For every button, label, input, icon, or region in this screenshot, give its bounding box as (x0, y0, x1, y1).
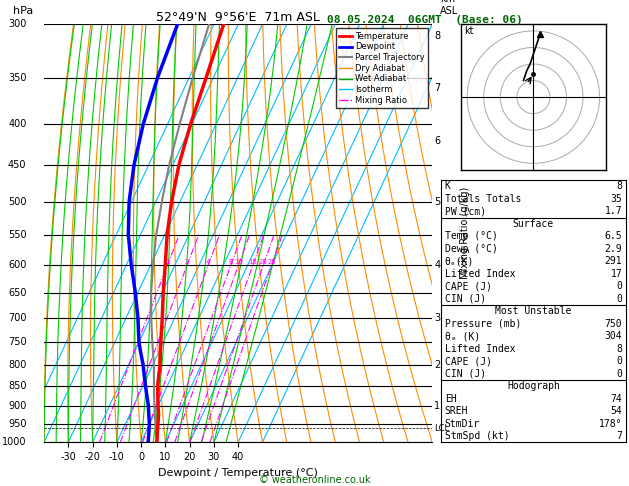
Legend: Temperature, Dewpoint, Parcel Trajectory, Dry Adiabat, Wet Adiabat, Isotherm, Mi: Temperature, Dewpoint, Parcel Trajectory… (336, 29, 428, 108)
Text: Mixing Ratio (g/kg): Mixing Ratio (g/kg) (460, 187, 469, 279)
Text: 178°: 178° (599, 418, 622, 429)
Text: Totals Totals: Totals Totals (445, 194, 521, 204)
Text: 4: 4 (206, 259, 211, 265)
Text: 7: 7 (434, 83, 440, 93)
Text: 400: 400 (8, 119, 26, 129)
Text: 1: 1 (434, 400, 440, 411)
Text: 6.5: 6.5 (604, 231, 622, 241)
X-axis label: Dewpoint / Temperature (°C): Dewpoint / Temperature (°C) (159, 468, 318, 478)
Text: 2: 2 (434, 360, 440, 370)
Text: PW (cm): PW (cm) (445, 207, 486, 216)
Text: 700: 700 (8, 313, 26, 324)
Text: kt: kt (464, 26, 474, 36)
Text: 15: 15 (248, 259, 257, 265)
Text: K: K (445, 181, 450, 191)
Text: Pressure (mb): Pressure (mb) (445, 319, 521, 329)
Text: LCL: LCL (434, 424, 449, 433)
Text: CAPE (J): CAPE (J) (445, 356, 492, 366)
Text: Lifted Index: Lifted Index (445, 344, 515, 354)
Text: 300: 300 (8, 19, 26, 29)
Text: 6: 6 (434, 136, 440, 146)
Text: 5: 5 (434, 197, 440, 207)
Text: 35: 35 (610, 194, 622, 204)
Text: 0: 0 (616, 356, 622, 366)
Text: 900: 900 (8, 400, 26, 411)
Text: © weatheronline.co.uk: © weatheronline.co.uk (259, 474, 370, 485)
Text: 4: 4 (434, 260, 440, 270)
Text: 850: 850 (8, 381, 26, 391)
Text: 17: 17 (610, 269, 622, 279)
Text: 600: 600 (8, 260, 26, 270)
Text: Surface: Surface (513, 219, 554, 229)
Title: 52°49'N  9°56'E  71m ASL: 52°49'N 9°56'E 71m ASL (156, 11, 320, 24)
Text: 291: 291 (604, 256, 622, 266)
Text: 0: 0 (616, 368, 622, 379)
Text: 7: 7 (616, 431, 622, 441)
Text: SREH: SREH (445, 406, 468, 416)
Text: 3: 3 (434, 313, 440, 324)
Text: 450: 450 (8, 160, 26, 170)
Text: CIN (J): CIN (J) (445, 294, 486, 304)
Text: 08.05.2024  06GMT  (Base: 06): 08.05.2024 06GMT (Base: 06) (326, 15, 523, 25)
Text: 25: 25 (267, 259, 276, 265)
Text: θₑ (K): θₑ (K) (445, 331, 480, 341)
Text: Dewp (°C): Dewp (°C) (445, 244, 498, 254)
Text: Most Unstable: Most Unstable (495, 306, 572, 316)
Text: 8: 8 (434, 31, 440, 41)
Text: StmDir: StmDir (445, 418, 480, 429)
Text: EH: EH (445, 394, 457, 403)
Text: 2.9: 2.9 (604, 244, 622, 254)
Text: 8: 8 (616, 181, 622, 191)
Text: 800: 800 (8, 360, 26, 370)
Text: 1.7: 1.7 (604, 207, 622, 216)
Text: 500: 500 (8, 197, 26, 207)
Text: 10: 10 (234, 259, 243, 265)
Text: 550: 550 (8, 230, 26, 240)
Text: 1000: 1000 (2, 437, 26, 447)
Text: 650: 650 (8, 288, 26, 298)
Text: 8: 8 (616, 344, 622, 354)
Text: km
ASL: km ASL (440, 0, 459, 16)
Text: StmSpd (kt): StmSpd (kt) (445, 431, 509, 441)
Text: 20: 20 (259, 259, 268, 265)
Text: 750: 750 (604, 319, 622, 329)
Text: 2: 2 (185, 259, 189, 265)
Text: 350: 350 (8, 73, 26, 83)
Text: 0: 0 (616, 281, 622, 291)
Text: Lifted Index: Lifted Index (445, 269, 515, 279)
Text: CAPE (J): CAPE (J) (445, 281, 492, 291)
Text: CIN (J): CIN (J) (445, 368, 486, 379)
Text: 950: 950 (8, 419, 26, 430)
Text: Temp (°C): Temp (°C) (445, 231, 498, 241)
Text: 74: 74 (610, 394, 622, 403)
Text: 0: 0 (616, 294, 622, 304)
Text: 54: 54 (610, 406, 622, 416)
Text: 304: 304 (604, 331, 622, 341)
Text: 8: 8 (229, 259, 233, 265)
Text: θₑ(K): θₑ(K) (445, 256, 474, 266)
Text: 1: 1 (165, 259, 170, 265)
Text: 750: 750 (8, 337, 26, 347)
Text: Hodograph: Hodograph (507, 381, 560, 391)
Text: hPa: hPa (13, 6, 33, 16)
